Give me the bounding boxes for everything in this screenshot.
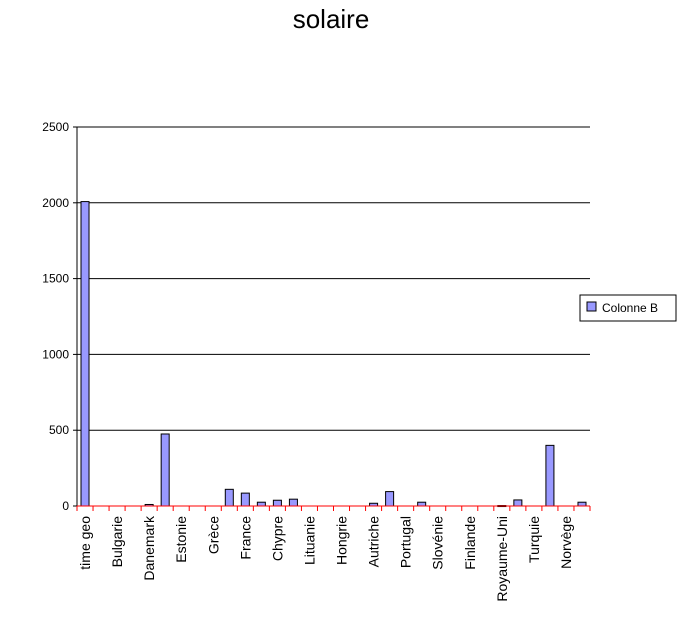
bar (256, 501, 266, 507)
x-tick-label: France (237, 516, 253, 560)
y-tick-label: 2500 (42, 120, 69, 134)
gridlines (77, 126, 590, 431)
y-tick-label: 0 (62, 499, 69, 513)
x-tick-label: Autriche (366, 516, 382, 568)
x-tick-label: Chypre (269, 516, 285, 561)
legend-swatch (586, 301, 597, 312)
x-tick-label: Portugal (398, 516, 414, 568)
legend-label: Colonne B (602, 301, 658, 315)
chart-title: solaire (293, 4, 370, 34)
x-tick-label: Norvège (558, 516, 574, 569)
y-tick-label: 500 (49, 423, 69, 437)
bar (385, 491, 395, 507)
bars (80, 201, 587, 508)
bar (272, 499, 282, 507)
x-tick-label: Lituanie (301, 516, 317, 565)
bar (160, 433, 170, 507)
x-tick-label: Royaume-Uni (494, 516, 510, 602)
y-tick-label: 2000 (42, 196, 69, 210)
legend: Colonne B (579, 294, 677, 322)
x-tick-label: time geo (77, 516, 93, 570)
y-tick-label: 1000 (42, 347, 69, 361)
bar (513, 499, 523, 507)
x-tick-label: Danemark (141, 515, 157, 581)
x-tick-label: Slovénie (430, 516, 446, 570)
bar (288, 498, 298, 507)
y-tick-labels: 0 500 1000 1500 2000 2500 (42, 120, 69, 513)
axes (73, 126, 591, 511)
x-tick-label: Turquie (526, 516, 542, 563)
bar (577, 501, 587, 507)
bar (80, 201, 90, 507)
x-tick-label: Finlande (462, 516, 478, 570)
x-tick-labels: time geo Bulgarie Danemark Estonie Grèce Fran… (77, 515, 574, 602)
x-tick-label: Grèce (205, 516, 221, 554)
bar (224, 488, 234, 507)
bar (417, 501, 427, 507)
y-tick-label: 1500 (42, 272, 69, 286)
x-tick-label: Bulgarie (109, 516, 125, 568)
bar (240, 492, 250, 507)
bar (545, 444, 555, 507)
x-tick-label: Hongrie (334, 516, 350, 565)
x-tick-label: Estonie (173, 516, 189, 563)
